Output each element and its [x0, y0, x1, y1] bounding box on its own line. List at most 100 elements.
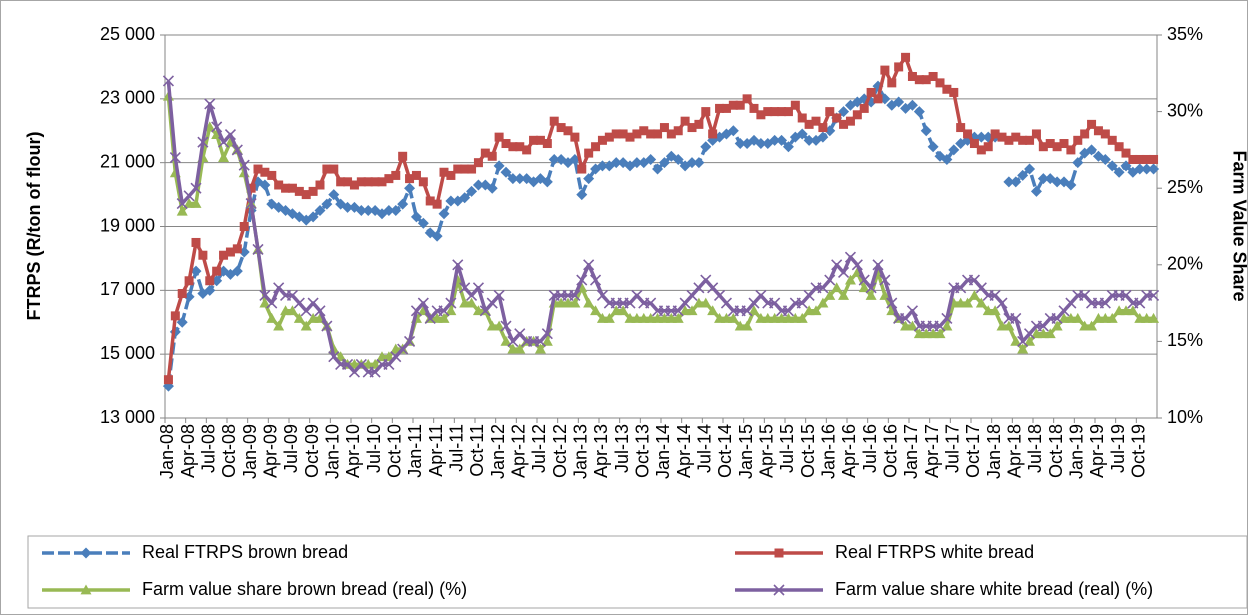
- x-tick-label: Jan-18: [984, 424, 1004, 479]
- data-point: [639, 126, 649, 136]
- data-point: [1106, 312, 1118, 323]
- data-point: [755, 312, 767, 323]
- data-point: [921, 75, 931, 85]
- data-point: [300, 320, 312, 331]
- data-point: [417, 297, 429, 309]
- data-point: [1010, 176, 1022, 188]
- x-tick-label: Jul-15: [777, 424, 797, 473]
- y-tick-label: 19 000: [100, 215, 155, 235]
- data-point: [727, 312, 739, 323]
- data-point: [383, 205, 395, 217]
- x-tick-label: Jan-12: [488, 424, 508, 479]
- data-point: [866, 87, 876, 97]
- data-point: [260, 167, 270, 177]
- data-point: [1052, 142, 1062, 152]
- data-point: [1051, 176, 1063, 188]
- data-point: [515, 142, 525, 152]
- data-point: [1030, 185, 1042, 197]
- data-point: [700, 141, 712, 153]
- data-point: [1127, 305, 1139, 316]
- x-tick-label: Jan-13: [571, 424, 591, 479]
- data-point: [963, 129, 973, 139]
- data-point: [1100, 129, 1110, 139]
- data-point: [1128, 154, 1138, 164]
- data-point: [631, 157, 643, 169]
- data-point: [445, 297, 457, 309]
- data-point: [576, 189, 588, 201]
- data-point: [796, 312, 808, 323]
- x-tick-label: Apr-18: [1005, 424, 1025, 478]
- data-point: [796, 128, 808, 140]
- data-point: [906, 99, 918, 111]
- data-point: [390, 343, 402, 354]
- data-point: [417, 217, 429, 229]
- data-point: [851, 259, 863, 271]
- x-tick-label: Jul-13: [612, 424, 632, 473]
- data-point: [858, 282, 870, 293]
- data-point: [901, 52, 911, 62]
- data-point: [790, 100, 800, 110]
- data-point: [762, 312, 774, 323]
- data-point: [480, 148, 490, 158]
- legend-label: Farm value share brown bread (real) (%): [142, 579, 467, 599]
- data-point: [852, 110, 862, 120]
- data-point: [1134, 312, 1146, 323]
- data-point: [507, 343, 519, 354]
- data-point: [446, 170, 456, 180]
- data-point: [1025, 135, 1035, 145]
- data-point: [886, 297, 898, 309]
- data-point: [321, 198, 333, 210]
- data-point: [577, 164, 587, 174]
- x-tick-label: Oct-18: [1046, 424, 1066, 478]
- data-point: [266, 312, 278, 323]
- data-point: [927, 141, 939, 153]
- data-point: [942, 84, 952, 94]
- data-point: [652, 312, 664, 323]
- data-point: [941, 312, 953, 324]
- data-point: [700, 297, 712, 308]
- data-point: [548, 153, 560, 165]
- data-point: [1044, 328, 1056, 339]
- legend-box: [27, 535, 1248, 609]
- data-point: [1037, 173, 1049, 185]
- data-point: [701, 107, 711, 117]
- data-point: [632, 129, 642, 139]
- data-point: [1011, 132, 1021, 142]
- data-point: [832, 113, 842, 123]
- data-point: [982, 305, 994, 316]
- data-point: [906, 305, 919, 317]
- data-point: [438, 208, 450, 220]
- data-point: [658, 312, 670, 323]
- data-point: [1037, 328, 1049, 339]
- data-point: [652, 163, 664, 175]
- data-point: [1106, 160, 1118, 172]
- data-point: [914, 75, 924, 85]
- legend-label: Real FTRPS brown bread: [142, 542, 348, 562]
- data-point: [935, 78, 945, 88]
- y-tick-label: 23 000: [100, 88, 155, 108]
- data-point: [198, 250, 208, 260]
- data-point: [728, 100, 738, 110]
- data-point: [281, 183, 291, 193]
- data-point: [403, 335, 416, 347]
- data-point: [348, 358, 360, 369]
- data-point: [225, 247, 235, 257]
- data-point: [335, 351, 347, 362]
- data-point: [1003, 176, 1015, 188]
- data-point: [597, 135, 607, 145]
- data-point: [872, 259, 884, 271]
- data-point: [665, 312, 677, 323]
- data-point: [294, 186, 304, 196]
- data-point: [500, 320, 512, 332]
- data-point: [831, 282, 843, 293]
- data-point: [741, 320, 753, 331]
- data-point: [962, 297, 974, 308]
- data-point: [1087, 119, 1097, 129]
- data-point: [238, 159, 250, 171]
- data-point: [873, 94, 883, 104]
- data-point: [589, 274, 602, 286]
- legend-marker: [80, 547, 92, 559]
- data-point: [507, 173, 519, 185]
- legend-marker: [80, 584, 92, 595]
- data-point: [493, 320, 505, 331]
